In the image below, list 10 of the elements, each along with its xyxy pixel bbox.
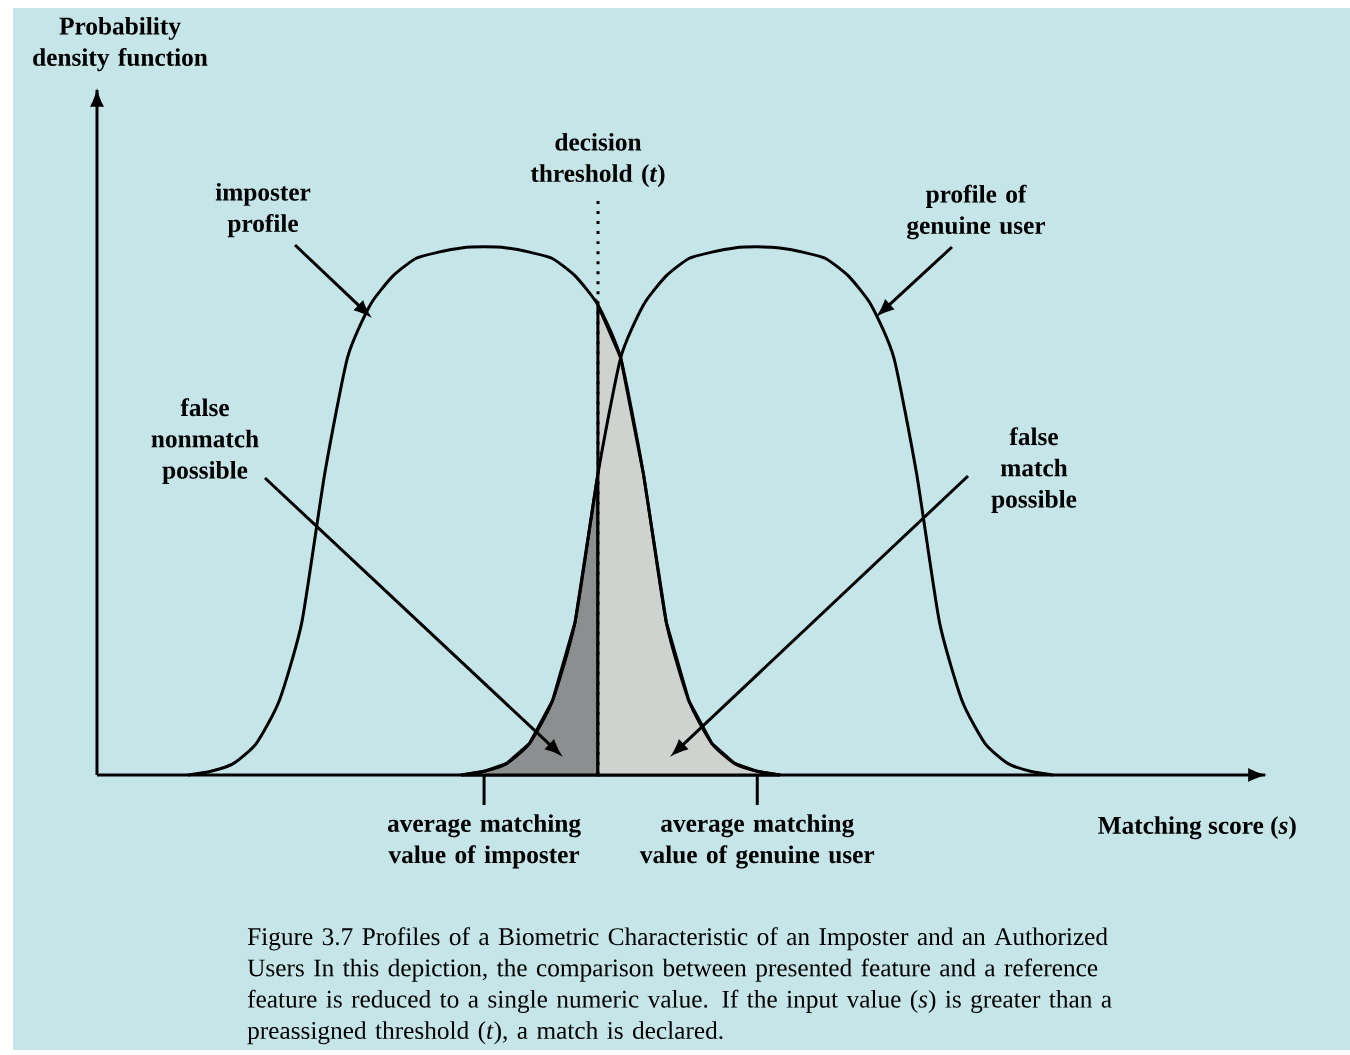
text: imposter profile: [215, 182, 311, 238]
x-tick-label: average matching value of genuine user: [639, 814, 875, 869]
x-axis-title: Matching score (s): [1098, 816, 1296, 840]
text: Figure 3.7 Profiles of a Biometric Characteristic of an Imposter and an Authorized Users In this depiction, the comparison between presented feature and a reference feature is reduced to a single numeric value. If the input value (s) is greater than a preassigned threshold (t), a match is declared.: [247, 927, 1112, 1045]
text: decision threshold (t): [530, 132, 665, 188]
text: Probability density function: [33, 16, 208, 72]
x-tick-label: average matching value of imposter: [387, 814, 581, 869]
annotation: false match possible: [991, 427, 1077, 513]
annotation: false nonmatch possible: [151, 398, 259, 484]
text: profile of genuine user: [907, 184, 1046, 240]
